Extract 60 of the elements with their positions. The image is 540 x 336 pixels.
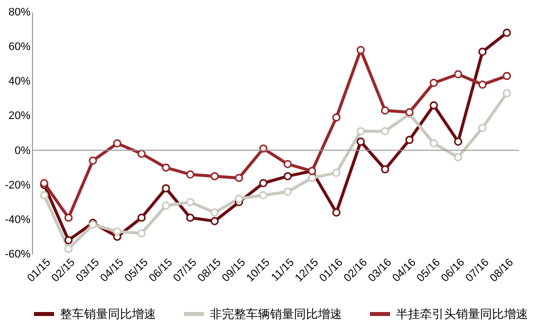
y-tick-label: 80%	[8, 6, 31, 18]
point	[502, 72, 511, 80]
point	[113, 139, 122, 148]
point	[332, 168, 340, 177]
y-tick-label: 0%	[14, 144, 31, 157]
point	[478, 124, 487, 132]
legend-label: 非完整车辆销量同比增速	[210, 307, 342, 321]
point	[380, 106, 390, 115]
y-tick-label: -60%	[4, 248, 31, 260]
point	[502, 28, 511, 37]
point	[40, 191, 48, 200]
legend-label: 半挂牵引头销量同比增速	[396, 307, 528, 321]
point	[356, 127, 365, 136]
point	[502, 89, 511, 98]
point	[284, 188, 292, 196]
point	[234, 174, 244, 182]
point	[210, 217, 219, 226]
point	[64, 236, 73, 244]
point	[64, 214, 73, 222]
point	[162, 202, 170, 210]
y-tick-label: -40%	[4, 214, 31, 226]
point	[137, 229, 146, 238]
point	[186, 198, 194, 206]
point	[332, 113, 340, 122]
point	[88, 156, 97, 165]
point	[454, 153, 462, 162]
y-tick-label: 20%	[8, 110, 31, 122]
point	[430, 139, 438, 148]
point	[430, 78, 438, 87]
point	[186, 214, 194, 222]
point	[478, 80, 487, 89]
y-tick-label: -20%	[4, 179, 31, 192]
point	[454, 138, 462, 146]
point	[380, 165, 390, 174]
point	[210, 172, 219, 180]
legend-label: 整车销量同比增速	[60, 307, 156, 321]
point	[162, 184, 170, 192]
point	[454, 70, 462, 78]
point	[259, 179, 268, 188]
point	[186, 170, 194, 179]
y-tick-label: 40%	[8, 76, 31, 88]
point	[308, 174, 316, 182]
point	[380, 127, 390, 136]
point	[137, 150, 146, 158]
point	[284, 172, 292, 180]
point	[356, 46, 365, 54]
point	[113, 227, 122, 236]
point	[234, 194, 244, 203]
point	[332, 208, 340, 217]
point	[405, 136, 414, 144]
point	[210, 208, 219, 217]
point	[284, 160, 292, 168]
point	[478, 48, 487, 56]
point	[137, 214, 146, 222]
point	[430, 101, 438, 110]
point	[259, 191, 268, 200]
point	[162, 163, 170, 172]
point	[356, 138, 365, 146]
y-tick-label: 60%	[8, 41, 31, 54]
point	[64, 244, 73, 253]
